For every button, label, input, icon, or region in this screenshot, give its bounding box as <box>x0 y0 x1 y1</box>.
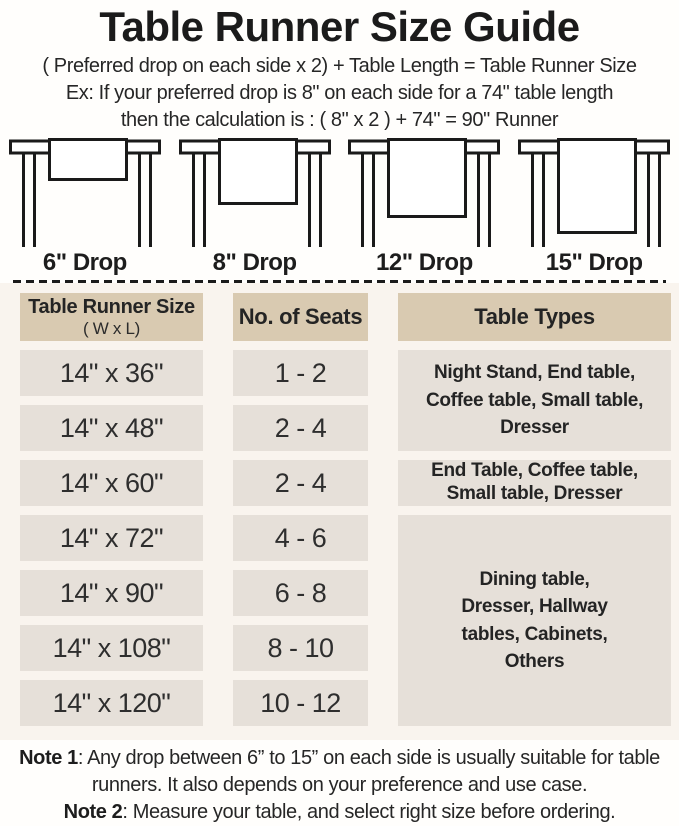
table-types-text: Dining table, Dresser, Hallway tables, C… <box>461 568 608 673</box>
seats-cell: 8 - 10 <box>233 625 368 672</box>
size-table-band: Table Runner Size ( W x L) No. of Seats … <box>0 283 679 741</box>
seats-cell: 6 - 8 <box>233 570 368 617</box>
table-runner-drawing <box>517 138 670 248</box>
table-runner-figure-12in <box>348 138 501 248</box>
runner <box>387 138 468 219</box>
table-runner-drawing <box>348 138 501 248</box>
notes-block: Note 1: Any drop between 6” to 15” on ea… <box>0 745 679 826</box>
seats-value: 8 - 10 <box>267 632 334 663</box>
size-value: 14" x 72" <box>59 522 164 553</box>
page-title: Table Runner Size Guide <box>99 3 580 50</box>
size-value: 14" x 108" <box>52 632 171 663</box>
table-runner-figure-8in <box>178 138 331 248</box>
dashed-divider <box>13 280 666 284</box>
table-types-group-2: End Table, Coffee table, Small table, Dr… <box>398 460 671 507</box>
seats-value: 6 - 8 <box>274 577 327 608</box>
seats-value: 4 - 6 <box>274 522 327 553</box>
table-types-text: Night Stand, End table, Coffee table, Sm… <box>425 362 644 439</box>
example-line-2: then the calculation is : ( 8" x 2 ) + 7… <box>120 109 559 132</box>
drop-label-8in: 8" Drop <box>212 249 297 277</box>
example-line-1: Ex: If your preferred drop is 8" on each… <box>65 82 614 105</box>
table-types-group-3: Dining table, Dresser, Hallway tables, C… <box>398 515 671 727</box>
header-table-types-label: Table Types <box>474 304 595 330</box>
table-types-text: End Table, Coffee table, Small table, Dr… <box>431 460 638 505</box>
size-cell: 14" x 108" <box>20 625 203 672</box>
size-value: 14" x 60" <box>59 467 164 498</box>
table-runner-drawing <box>9 138 161 248</box>
header-runner-size-line2: ( W x L) <box>82 318 141 338</box>
table-runner-figure-6in <box>9 138 161 248</box>
size-table: Table Runner Size ( W x L) No. of Seats … <box>20 293 673 727</box>
size-cell: 14" x 72" <box>20 515 203 562</box>
size-cell: 14" x 36" <box>20 350 203 397</box>
drop-figures-row <box>0 134 679 248</box>
size-cell: 14" x 120" <box>20 680 203 727</box>
note2-text: : Measure your table, and select right s… <box>122 801 616 824</box>
note1-text: : Any drop between 6” to 15” on each sid… <box>77 747 660 797</box>
seats-cell: 2 - 4 <box>233 405 368 452</box>
size-value: 14" x 90" <box>59 577 164 608</box>
size-cell: 14" x 60" <box>20 460 203 507</box>
size-value: 14" x 48" <box>59 412 164 443</box>
seats-cell: 4 - 6 <box>233 515 368 562</box>
header-seats: No. of Seats <box>233 293 368 342</box>
size-value: 14" x 36" <box>59 357 164 388</box>
runner <box>48 138 128 182</box>
seats-cell: 10 - 12 <box>233 680 368 727</box>
table-types-group-1: Night Stand, End table, Coffee table, Sm… <box>398 350 671 452</box>
drop-label-15in: 15" Drop <box>545 249 643 277</box>
runner <box>556 138 637 235</box>
table-runner-drawing <box>178 138 331 248</box>
header-seats-label: No. of Seats <box>238 304 363 330</box>
note1-label: Note 1 <box>19 747 78 770</box>
seats-value: 2 - 4 <box>274 412 327 443</box>
note2-label: Note 2 <box>63 801 123 824</box>
header-table-types: Table Types <box>398 293 671 342</box>
header-runner-size-line1: Table Runner Size <box>28 295 195 318</box>
seats-value: 2 - 4 <box>274 467 327 498</box>
seats-cell: 2 - 4 <box>233 460 368 507</box>
size-value: 14" x 120" <box>52 687 171 718</box>
seats-cell: 1 - 2 <box>233 350 368 397</box>
runner <box>217 138 298 206</box>
size-cell: 14" x 48" <box>20 405 203 452</box>
seats-value: 10 - 12 <box>260 687 341 718</box>
size-cell: 14" x 90" <box>20 570 203 617</box>
drop-label-6in: 6" Drop <box>42 249 127 277</box>
header-runner-size: Table Runner Size ( W x L) <box>20 293 203 342</box>
formula-line: ( Preferred drop on each side x 2) + Tab… <box>42 55 637 78</box>
seats-value: 1 - 2 <box>274 357 327 388</box>
drop-label-12in: 12" Drop <box>376 249 473 277</box>
drop-labels-row: 6" Drop 8" Drop 12" Drop 15" Drop <box>0 249 679 279</box>
table-runner-figure-15in <box>517 138 670 248</box>
